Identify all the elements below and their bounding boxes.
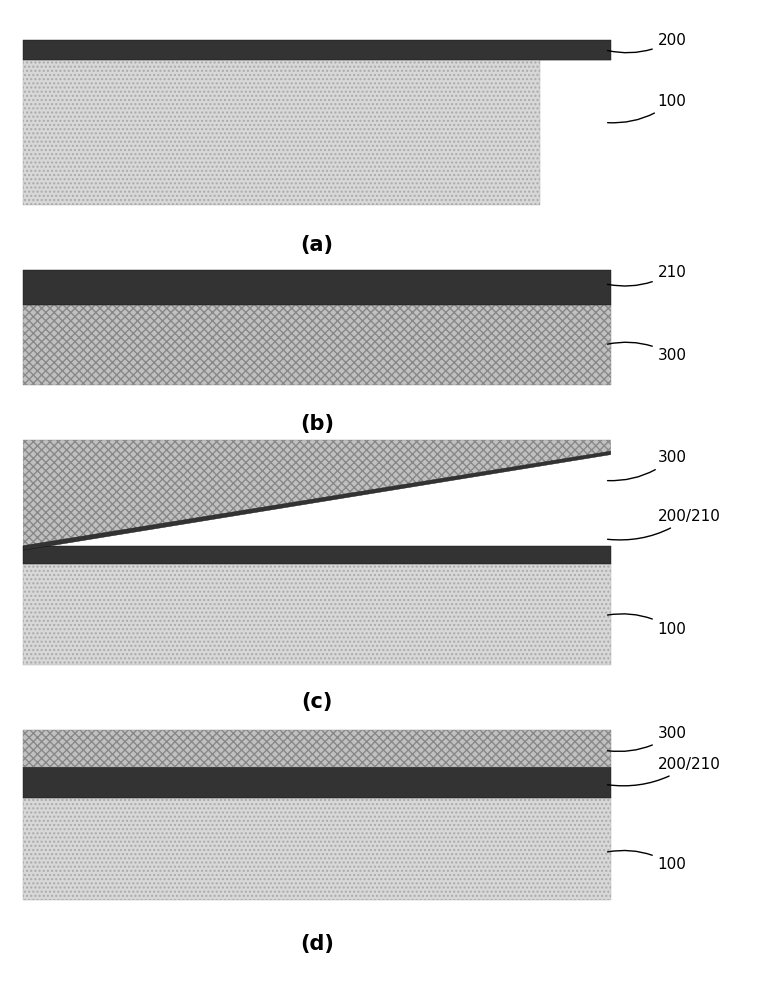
Polygon shape <box>23 440 611 546</box>
Bar <box>23 304 611 385</box>
Text: 200/210: 200/210 <box>608 509 720 540</box>
Text: 300: 300 <box>608 726 686 751</box>
Bar <box>23 546 611 564</box>
Text: (d): (d) <box>300 934 334 954</box>
Text: 300: 300 <box>608 342 686 363</box>
Text: (a): (a) <box>301 235 333 255</box>
Bar <box>23 767 611 798</box>
Text: (b): (b) <box>300 414 334 434</box>
Bar <box>23 270 611 304</box>
Bar <box>23 564 611 665</box>
Text: 200: 200 <box>608 33 686 53</box>
Text: 210: 210 <box>608 265 686 286</box>
Text: (c): (c) <box>301 692 332 712</box>
Polygon shape <box>23 451 611 550</box>
Text: 100: 100 <box>608 94 686 123</box>
Text: 300: 300 <box>608 450 686 481</box>
Text: 200/210: 200/210 <box>608 757 720 786</box>
Text: 100: 100 <box>608 850 686 872</box>
Polygon shape <box>23 60 611 205</box>
Bar <box>23 40 611 60</box>
Text: 100: 100 <box>608 614 686 637</box>
Bar <box>23 730 611 767</box>
Bar <box>23 798 611 900</box>
